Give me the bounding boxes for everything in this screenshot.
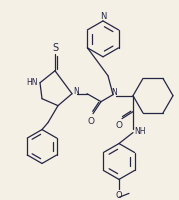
Text: HN: HN <box>26 78 38 87</box>
Text: NH: NH <box>134 126 146 135</box>
Text: O: O <box>88 117 95 125</box>
Text: O: O <box>115 120 122 129</box>
Text: N: N <box>73 87 79 96</box>
Text: O: O <box>116 190 122 199</box>
Text: N: N <box>100 12 106 21</box>
Text: S: S <box>52 43 58 53</box>
Text: N: N <box>111 88 117 97</box>
